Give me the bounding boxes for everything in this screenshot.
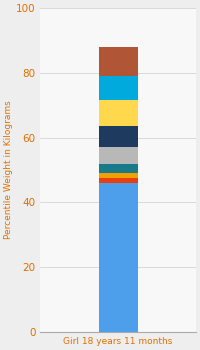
Bar bbox=[99, 147, 138, 163]
Bar bbox=[99, 100, 138, 126]
Bar bbox=[99, 47, 138, 76]
Bar bbox=[99, 163, 138, 173]
Y-axis label: Percentile Weight in Kilograms: Percentile Weight in Kilograms bbox=[4, 101, 13, 239]
Bar bbox=[99, 126, 138, 147]
Bar bbox=[99, 173, 138, 178]
Bar bbox=[99, 183, 138, 332]
Bar bbox=[99, 76, 138, 100]
Bar bbox=[99, 178, 138, 183]
